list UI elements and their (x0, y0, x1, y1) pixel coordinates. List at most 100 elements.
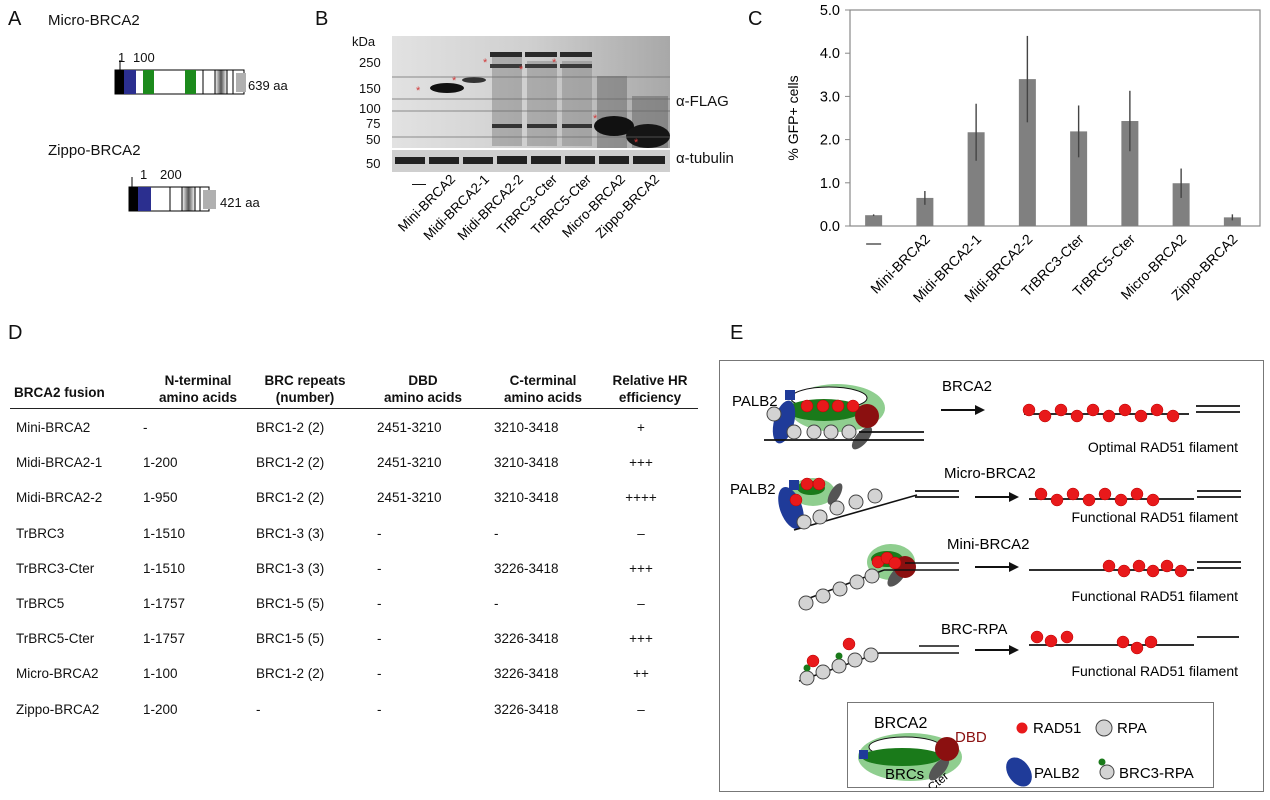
zippo-tick-200: 200 (160, 167, 182, 182)
blot-lane-label-0: — (412, 175, 426, 191)
table-cell: Mini-BRCA2 (16, 420, 91, 435)
y-tick-label: 0.0 (820, 219, 840, 235)
table-cell: BRC1-5 (5) (256, 596, 325, 611)
legend-rad51: RAD51 (1033, 720, 1081, 737)
legend-brca2: BRCA2 (874, 715, 927, 732)
model-frame (719, 360, 1264, 792)
svg-text:*: * (593, 113, 598, 125)
rad51-dot (1066, 487, 1080, 501)
rad51-dot (1114, 493, 1128, 507)
rad51-dot (800, 477, 814, 491)
rad51-dot (789, 493, 803, 507)
rad51-dot (800, 399, 814, 413)
rpa-circle (848, 494, 864, 510)
legend-brc3rpa-circle (1099, 764, 1115, 780)
legend-dbd: DBD (955, 729, 987, 746)
legend-rad51-dot (1016, 722, 1028, 734)
legend-palb2-square (859, 750, 868, 759)
micro-length: 639 aa (248, 78, 288, 93)
arrow-label-row1: BRCA2 (942, 378, 992, 395)
table-cell: 3210-3418 (494, 490, 559, 506)
rpa-circle (806, 424, 822, 440)
rad51-dot (1174, 564, 1188, 578)
zippo-brca2-title: Zippo-BRCA2 (48, 142, 141, 159)
x-tick-label: — (866, 235, 881, 252)
legend-brcs-shape (862, 748, 942, 766)
th-fusion: BRCA2 fusion (14, 385, 105, 400)
rad51-dot (1166, 409, 1180, 423)
table-cell: – (637, 701, 645, 717)
dna-strand (793, 494, 918, 531)
model-legend (847, 702, 1214, 788)
rad51-dot (1050, 493, 1064, 507)
table-cell: 1-1757 (143, 596, 186, 611)
panel-letter-b: B (315, 8, 329, 30)
palb2-square (785, 390, 795, 400)
rad51-dot (1160, 559, 1174, 573)
rad51-dot (1150, 403, 1164, 417)
svg-text:*: * (519, 64, 524, 76)
table-cell: TrBRC3-Cter (16, 560, 95, 576)
table-cell: 1-1757 (143, 631, 186, 647)
table-cell: - (494, 596, 499, 611)
legend-dbd-shape (935, 737, 959, 761)
rad51-dot (1054, 403, 1068, 417)
rpa-circle (812, 509, 828, 525)
th-dbd: DBD amino acids (383, 373, 463, 405)
table-cell: - (377, 560, 382, 576)
rad51-dot (1134, 409, 1148, 423)
table-cell: TrBRC5-Cter (16, 631, 95, 647)
result-label-row3: Functional RAD51 filament (1071, 588, 1238, 604)
bar (916, 197, 934, 226)
table-cell: 3226-3418 (494, 701, 559, 717)
zippo-length: 421 aa (220, 195, 260, 210)
rad51-dot (888, 556, 902, 570)
svg-text:*: * (416, 85, 421, 97)
palb2-square (789, 480, 799, 490)
rpa-circle (829, 500, 845, 516)
y-tick-label: 1.0 (820, 176, 840, 192)
rad51-dot (806, 654, 820, 668)
rad51-dot (812, 477, 826, 491)
arrow-label-row3: Mini-BRCA2 (947, 536, 1030, 553)
table-cell: BRC1-2 (2) (256, 455, 325, 471)
table-cell: - (377, 701, 382, 717)
table-cell: - (256, 701, 261, 717)
table-cell: – (637, 525, 645, 541)
table-cell: TrBRC3 (16, 525, 65, 541)
y-tick-label: 4.0 (820, 46, 840, 62)
bar (865, 215, 883, 226)
rpa-circle (831, 658, 847, 674)
rad51-dot (1022, 403, 1036, 417)
y-tick-label: 5.0 (820, 3, 840, 19)
micro-brca2-domain-diagram (114, 60, 246, 95)
rad51-dot (842, 637, 856, 651)
svg-text:*: * (483, 57, 488, 69)
table-cell: - (143, 420, 148, 435)
table-cell: - (377, 596, 382, 611)
th-cterm: C-terminal amino acids (503, 373, 583, 405)
palb2-label-row2: PALB2 (730, 481, 776, 498)
legend-cter-shape (928, 757, 950, 781)
table-cell: +++ (629, 455, 653, 471)
panel-letter-a: A (8, 8, 22, 30)
table-cell: - (377, 525, 382, 541)
th-nterm: N-terminal amino acids (158, 373, 238, 405)
table-cell: 1-1510 (143, 560, 186, 576)
palb2-label-row1: PALB2 (732, 393, 778, 410)
result-label-row1: Optimal RAD51 filament (1088, 439, 1238, 455)
arrow-head (1009, 492, 1019, 502)
rad51-dot (846, 399, 860, 413)
th-brc: BRC repeats (number) (264, 373, 346, 405)
rpa-circle (849, 574, 865, 590)
rpa-circle (815, 588, 831, 604)
bar (1223, 217, 1241, 226)
table-cell: +++ (629, 631, 653, 647)
rad51-dot (1038, 409, 1052, 423)
rpa-circle (786, 424, 802, 440)
table-cell: BRC1-2 (2) (256, 420, 325, 435)
rad51-dot (1132, 559, 1146, 573)
table-cell: 2451-3210 (377, 490, 442, 506)
kda-label: kDa (352, 34, 376, 49)
rad51-dot (1146, 493, 1160, 507)
